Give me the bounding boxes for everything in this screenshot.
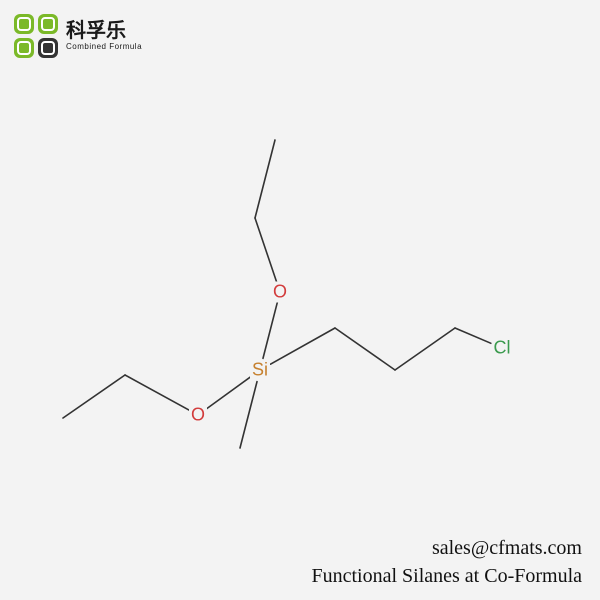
atom-Cl: Cl [492,338,513,359]
footer-tagline: Functional Silanes at Co-Formula [311,565,582,588]
canvas: 科孚乐 Combined Formula SiOOCl sales@cfmats… [0,0,600,600]
molecule-bonds [0,0,600,600]
atom-Si: Si [250,360,270,381]
atom-O2: O [189,405,207,426]
footer-email: sales@cfmats.com [432,537,582,560]
atom-O1: O [271,282,289,303]
